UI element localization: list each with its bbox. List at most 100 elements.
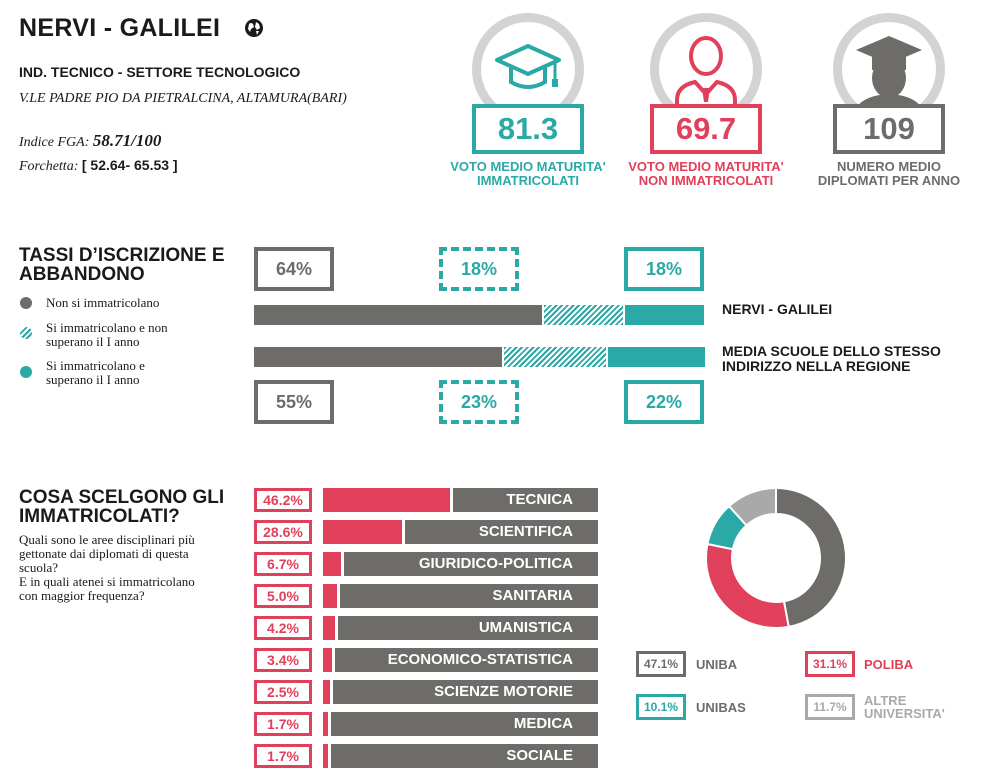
uni-name-other-line1: ALTRE bbox=[864, 693, 907, 708]
category-name: SCIENTIFICA bbox=[405, 520, 598, 544]
university-donut bbox=[706, 488, 846, 628]
category-pct-label: 2.5% bbox=[254, 680, 312, 704]
kpi-label-1: VOTO MEDIO MATURITA' IMMATRICOLATI bbox=[428, 160, 628, 188]
kpi-value-1: 81.3 bbox=[472, 104, 584, 154]
school-name: NERVI - GALILEI bbox=[19, 14, 221, 42]
legend-dot-hatched bbox=[20, 327, 32, 339]
category-name: ECONOMICO-STATISTICA bbox=[335, 648, 598, 672]
stack-segment-school-3 bbox=[623, 305, 704, 325]
uni-pct-poliba: 31.1% bbox=[805, 651, 855, 677]
choices-title: COSA SCELGONO GLI IMMATRICOLATI? bbox=[19, 488, 224, 526]
category-bar bbox=[323, 712, 328, 736]
uni-name-poliba: POLIBA bbox=[864, 657, 914, 672]
fga-value: 58.71/100 bbox=[92, 131, 162, 150]
category-bar bbox=[323, 488, 450, 512]
donut-slice-altre-universita- bbox=[727, 488, 777, 527]
choices-desc-line4: E in quali atenei si immatricolano bbox=[19, 574, 195, 589]
fga-label: Indice FGA: bbox=[19, 135, 90, 150]
category-bar bbox=[323, 552, 341, 576]
category-pct-label: 5.0% bbox=[254, 584, 312, 608]
graduate-icon bbox=[854, 36, 924, 116]
legend-dot-dark bbox=[20, 297, 32, 309]
kpi-label-1-line1: VOTO MEDIO MATURITA' bbox=[450, 159, 606, 174]
rates-title-line2: ABBANDONO bbox=[19, 264, 145, 285]
category-name: SCIENZE MOTORIE bbox=[333, 680, 598, 704]
choices-desc-line5: con maggior frequenza? bbox=[19, 588, 145, 603]
legend-item-2: Si immatricolano e non superano il I ann… bbox=[46, 321, 168, 349]
rates-title-line1: TASSI D’ISCRIZIONE E bbox=[19, 245, 225, 266]
fga-index: Indice FGA: 58.71/100 bbox=[19, 131, 161, 151]
category-bar bbox=[323, 584, 337, 608]
stack-label-region-line1: MEDIA SCUOLE DELLO STESSO bbox=[722, 343, 941, 359]
school-type: IND. TECNICO - SETTORE TECNOLOGICO bbox=[19, 64, 301, 80]
category-bar bbox=[323, 616, 335, 640]
category-name: SANITARIA bbox=[340, 584, 598, 608]
kpi-label-2-line2: NON IMMATRICOLATI bbox=[638, 173, 774, 188]
donut-slice-poliba bbox=[706, 542, 790, 628]
kpi-value-2: 69.7 bbox=[650, 104, 762, 154]
person-icon bbox=[675, 36, 737, 116]
category-bar bbox=[323, 744, 328, 768]
legend-item-2-line2: superano il I anno bbox=[46, 334, 140, 349]
fork-label: Forchetta: bbox=[19, 159, 79, 174]
legend-item-1: Non si immatricolano bbox=[46, 296, 159, 310]
uni-pct-uniba: 47.1% bbox=[636, 651, 686, 677]
choices-title-line1: COSA SCELGONO GLI bbox=[19, 487, 225, 508]
stack-label-school-line1: NERVI - GALILEI bbox=[722, 301, 833, 317]
choices-title-line2: IMMATRICOLATI? bbox=[19, 506, 180, 527]
uni-name-uniba: UNIBA bbox=[696, 657, 738, 672]
uni-name-other-line2: UNIVERSITA' bbox=[864, 706, 945, 721]
category-name: MEDICA bbox=[331, 712, 598, 736]
category-pct-label: 3.4% bbox=[254, 648, 312, 672]
school-pct-not-enrolled: 64% bbox=[254, 247, 334, 291]
kpi-label-2: VOTO MEDIO MATURITA' NON IMMATRICOLATI bbox=[606, 160, 806, 188]
category-bar bbox=[323, 648, 332, 672]
stack-segment-region-3 bbox=[606, 347, 705, 367]
stack-segment-school-2 bbox=[542, 305, 623, 325]
choices-description: Quali sono le aree disciplinari più gett… bbox=[19, 533, 195, 603]
legend-item-1-text: Non si immatricolano bbox=[46, 295, 160, 310]
kpi-label-3-line1: NUMERO MEDIO bbox=[837, 159, 941, 174]
fork-range: Forchetta: [ 52.64- 65.53 ] bbox=[19, 157, 178, 175]
stack-segment-school-1 bbox=[254, 305, 542, 325]
category-pct-label: 4.2% bbox=[254, 616, 312, 640]
category-bar bbox=[323, 520, 402, 544]
kpi-label-1-line2: IMMATRICOLATI bbox=[476, 173, 580, 188]
school-pct-passed: 18% bbox=[624, 247, 704, 291]
legend-item-2-line1: Si immatricolano e non bbox=[46, 320, 168, 335]
region-pct-dropout: 23% bbox=[439, 380, 519, 424]
category-bar bbox=[323, 680, 330, 704]
category-name: SOCIALE bbox=[331, 744, 598, 768]
fork-value: [ 52.64- 65.53 ] bbox=[81, 157, 178, 173]
choices-desc-line3: scuola? bbox=[19, 560, 58, 575]
kpi-label-2-line1: VOTO MEDIO MATURITA' bbox=[628, 159, 784, 174]
uni-name-unibas: UNIBAS bbox=[696, 700, 746, 715]
legend-item-3: Si immatricolano e superano il I anno bbox=[46, 359, 145, 387]
uni-pct-other: 11.7% bbox=[805, 694, 855, 720]
legend-dot-teal bbox=[20, 366, 32, 378]
legend-item-3-line2: superano il I anno bbox=[46, 372, 140, 387]
kpi-value-3: 109 bbox=[833, 104, 945, 154]
kpi-label-3: NUMERO MEDIO DIPLOMATI PER ANNO bbox=[789, 160, 989, 188]
category-pct-label: 1.7% bbox=[254, 712, 312, 736]
category-name: TECNICA bbox=[453, 488, 598, 512]
globe-icon[interactable] bbox=[244, 18, 264, 38]
category-pct-label: 46.2% bbox=[254, 488, 312, 512]
category-pct-label: 28.6% bbox=[254, 520, 312, 544]
school-address: V.LE PADRE PIO DA PIETRALCINA, ALTAMURA(… bbox=[19, 91, 347, 106]
category-name: UMANISTICA bbox=[338, 616, 598, 640]
uni-pct-unibas: 10.1% bbox=[636, 694, 686, 720]
rates-title: TASSI D’ISCRIZIONE E ABBANDONO bbox=[19, 246, 225, 284]
graduation-cap-icon bbox=[495, 44, 561, 89]
category-name: GIURIDICO-POLITICA bbox=[344, 552, 598, 576]
school-pct-dropout: 18% bbox=[439, 247, 519, 291]
uni-name-other: ALTRE UNIVERSITA' bbox=[864, 694, 945, 720]
category-pct-label: 1.7% bbox=[254, 744, 312, 768]
stack-segment-region-1 bbox=[254, 347, 502, 367]
stack-label-region: MEDIA SCUOLE DELLO STESSO INDIRIZZO NELL… bbox=[722, 344, 941, 374]
choices-desc-line1: Quali sono le aree disciplinari più bbox=[19, 532, 195, 547]
donut-slice-uniba bbox=[775, 488, 846, 628]
kpi-circle-3 bbox=[833, 13, 945, 125]
stack-label-school: NERVI - GALILEI bbox=[722, 302, 832, 317]
region-pct-passed: 22% bbox=[624, 380, 704, 424]
